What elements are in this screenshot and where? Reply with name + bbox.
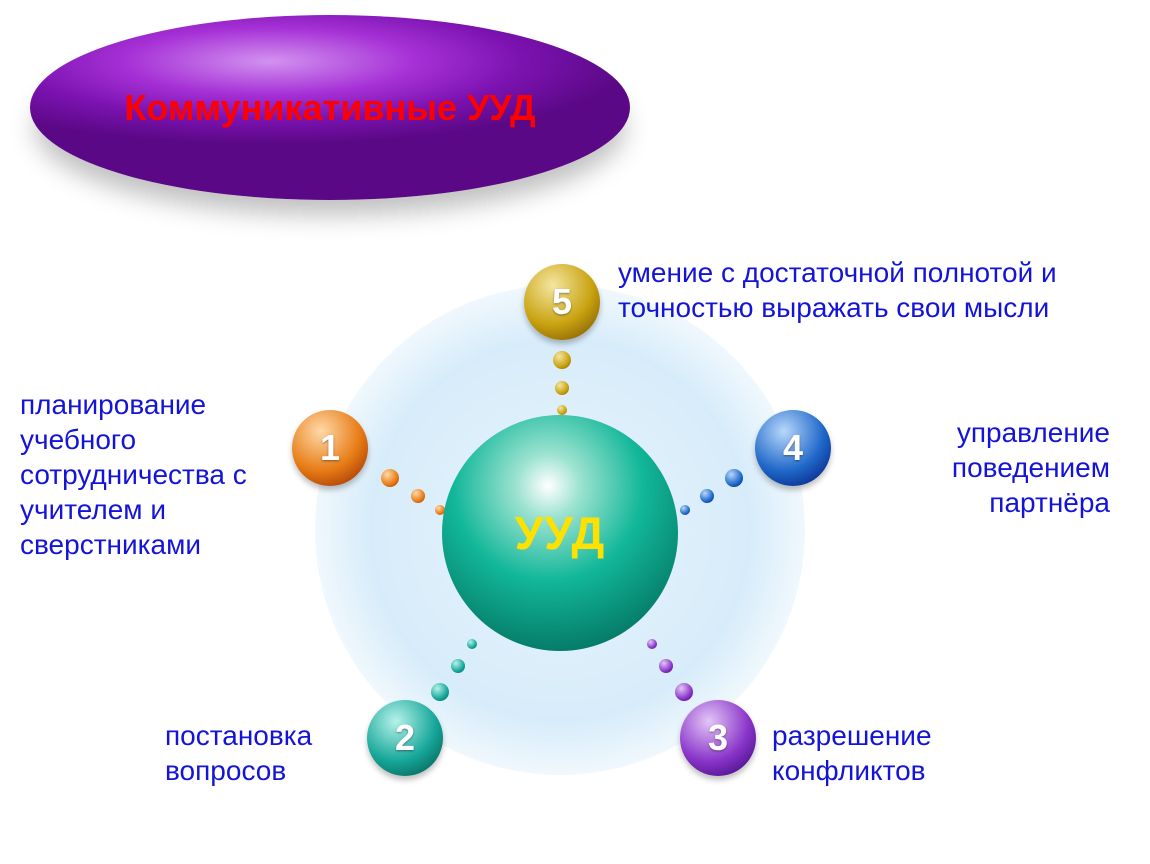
connector-dot	[725, 469, 743, 487]
connector-dot	[659, 659, 673, 673]
node-label-2: постановка вопросов	[165, 718, 355, 788]
node-label-4: управление поведением партнёра	[850, 415, 1110, 520]
connector-dot	[553, 351, 571, 369]
connector-dot	[411, 489, 425, 503]
node-number: 2	[395, 717, 415, 759]
node-number: 5	[552, 281, 572, 323]
node-4: 4	[755, 410, 831, 486]
node-label-5: умение с достаточной полнотой и точность…	[618, 255, 1138, 325]
node-number: 1	[320, 427, 340, 469]
title-ellipse: Коммуникативные УУД	[30, 15, 630, 200]
connector-dot	[381, 469, 399, 487]
node-5: 5	[524, 264, 600, 340]
connector-dot	[451, 659, 465, 673]
connector-dot	[431, 683, 449, 701]
center-node: УУД	[442, 415, 678, 651]
title-text: Коммуникативные УУД	[124, 87, 535, 129]
stage: Коммуникативные УУД УУД 1 планирование уче…	[0, 0, 1150, 864]
connector-dot	[647, 639, 657, 649]
node-label-1: планирование учебного сотрудничества с у…	[20, 387, 280, 562]
connector-dot	[700, 489, 714, 503]
connector-dot	[557, 405, 567, 415]
connector-dot	[680, 505, 690, 515]
node-1: 1	[292, 410, 368, 486]
center-label: УУД	[515, 506, 606, 560]
node-2: 2	[367, 700, 443, 776]
connector-dot	[555, 381, 569, 395]
connector-dot	[467, 639, 477, 649]
node-3: 3	[680, 700, 756, 776]
node-number: 3	[708, 717, 728, 759]
node-number: 4	[783, 427, 803, 469]
connector-dot	[675, 683, 693, 701]
node-label-3: разрешение конфликтов	[772, 718, 1022, 788]
